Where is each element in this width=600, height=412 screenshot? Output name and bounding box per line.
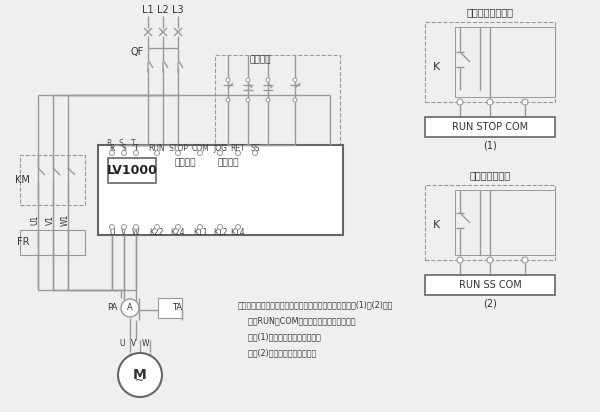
Circle shape (235, 150, 241, 155)
Circle shape (110, 150, 115, 155)
Text: K14: K14 (230, 227, 245, 236)
Text: ~: ~ (136, 376, 145, 386)
Circle shape (133, 225, 139, 229)
Text: JOG: JOG (213, 143, 227, 152)
Text: U1: U1 (31, 215, 40, 225)
Text: 按图(2)接线，停车为软停车。: 按图(2)接线，停车为软停车。 (238, 349, 316, 358)
Text: T: T (131, 138, 136, 147)
Text: L2: L2 (157, 5, 169, 15)
Bar (425, 22, 555, 102)
Circle shape (155, 225, 160, 229)
Bar (425, 185, 555, 260)
Text: LV1000: LV1000 (107, 164, 157, 176)
Text: K24: K24 (170, 227, 185, 236)
Circle shape (457, 257, 463, 263)
Circle shape (522, 99, 528, 105)
Text: RUN: RUN (149, 143, 166, 152)
Circle shape (266, 98, 270, 102)
Text: SS: SS (250, 143, 260, 152)
Circle shape (457, 99, 463, 105)
Text: R: R (109, 143, 115, 152)
Text: K: K (433, 62, 440, 72)
Circle shape (522, 257, 528, 263)
Text: U: U (109, 227, 115, 236)
Circle shape (197, 225, 203, 229)
Text: 旁路控制: 旁路控制 (174, 159, 196, 168)
Bar (455, 190, 555, 255)
Circle shape (176, 150, 181, 155)
Text: U: U (119, 339, 125, 347)
Text: (2): (2) (483, 298, 497, 308)
Text: RET: RET (230, 143, 245, 152)
Circle shape (218, 225, 223, 229)
Bar (425, 117, 555, 137)
Text: L3: L3 (172, 5, 184, 15)
Circle shape (176, 225, 181, 229)
Bar (455, 27, 555, 97)
Circle shape (246, 78, 250, 82)
Text: W1: W1 (61, 214, 70, 226)
Text: RUN SS COM: RUN SS COM (458, 280, 521, 290)
Circle shape (487, 99, 493, 105)
Circle shape (487, 257, 493, 263)
Text: V: V (121, 227, 127, 236)
Circle shape (121, 299, 139, 317)
Text: W: W (142, 339, 150, 347)
Bar (20, 155, 85, 205)
Text: K12: K12 (213, 227, 227, 236)
Bar (158, 298, 182, 318)
Bar (108, 158, 156, 183)
Text: 二线控制软停车: 二线控制软停车 (469, 170, 511, 180)
Circle shape (226, 98, 230, 102)
Circle shape (118, 353, 162, 397)
Text: T: T (134, 143, 139, 152)
Text: KM: KM (15, 175, 30, 185)
Bar (215, 55, 340, 145)
Text: 故障输出: 故障输出 (217, 159, 239, 168)
Circle shape (293, 98, 297, 102)
Circle shape (110, 225, 115, 229)
Circle shape (197, 150, 203, 155)
Circle shape (121, 150, 127, 155)
Text: 按图(1)接线，停车为自由停车；: 按图(1)接线，停车为自由停车； (238, 332, 321, 342)
Text: V1: V1 (46, 215, 55, 225)
Text: R: R (106, 138, 112, 147)
Text: 利用RUN和COM的闭合和断开来控制起停。: 利用RUN和COM的闭合和断开来控制起停。 (238, 316, 355, 325)
Text: L1: L1 (142, 5, 154, 15)
Circle shape (253, 150, 257, 155)
Text: V: V (131, 339, 137, 347)
Circle shape (266, 78, 270, 82)
Text: PA: PA (107, 304, 118, 312)
Bar (98, 145, 343, 235)
Text: FR: FR (17, 237, 29, 247)
Circle shape (155, 150, 160, 155)
Text: 三线控制: 三线控制 (249, 56, 271, 65)
Text: RUN STOP COM: RUN STOP COM (452, 122, 528, 132)
Text: K11: K11 (193, 227, 207, 236)
Text: 二线控制自由停车: 二线控制自由停车 (467, 7, 514, 17)
Text: M: M (133, 368, 147, 382)
Text: STOP: STOP (168, 143, 188, 152)
Text: S: S (119, 138, 124, 147)
Text: 注：软起动器的外控起动、停止也可以用二线控制【见图(1)和(2)】，: 注：软起动器的外控起动、停止也可以用二线控制【见图(1)和(2)】， (238, 300, 394, 309)
Text: A: A (127, 304, 133, 312)
Text: W: W (132, 227, 140, 236)
Circle shape (293, 78, 297, 82)
Bar (20, 230, 85, 255)
Text: (1): (1) (483, 140, 497, 150)
Circle shape (218, 150, 223, 155)
Bar (425, 275, 555, 295)
Text: K22: K22 (150, 227, 164, 236)
Text: K: K (433, 220, 440, 230)
Circle shape (133, 150, 139, 155)
Circle shape (121, 225, 127, 229)
Text: QF: QF (131, 47, 144, 57)
Text: COM: COM (191, 143, 209, 152)
Text: S: S (122, 143, 127, 152)
Circle shape (235, 225, 241, 229)
Circle shape (246, 98, 250, 102)
Text: TA: TA (172, 304, 182, 312)
Circle shape (226, 78, 230, 82)
